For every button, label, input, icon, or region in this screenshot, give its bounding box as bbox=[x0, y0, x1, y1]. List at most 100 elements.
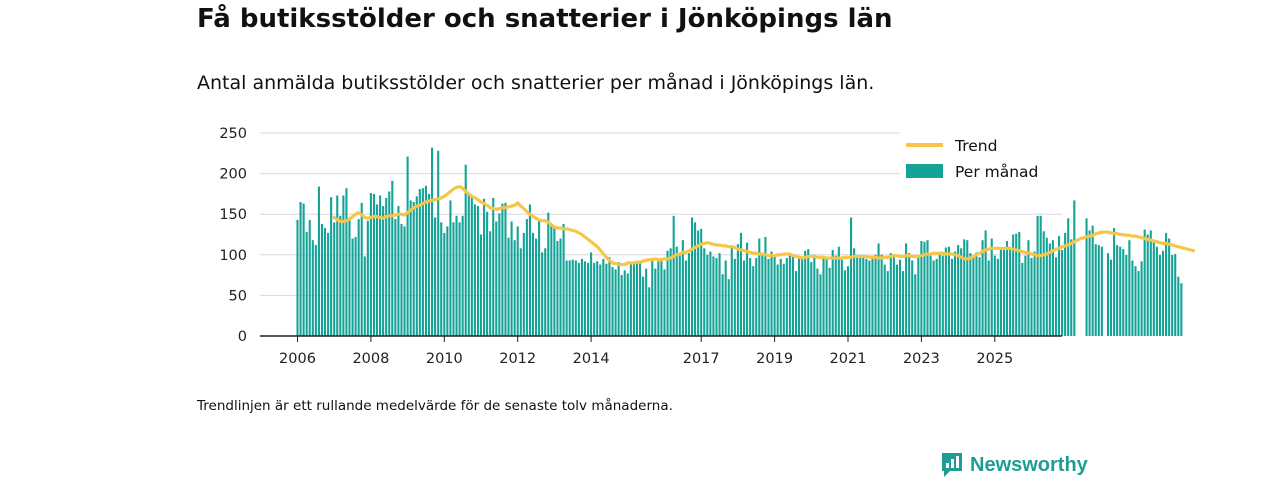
bar bbox=[476, 206, 479, 336]
bar bbox=[1143, 229, 1146, 336]
bar bbox=[596, 261, 599, 336]
bar bbox=[541, 252, 544, 336]
bar bbox=[1064, 232, 1067, 336]
bar bbox=[742, 260, 746, 336]
bar bbox=[397, 206, 400, 336]
bar bbox=[473, 204, 476, 336]
bar bbox=[905, 243, 908, 336]
bar bbox=[960, 248, 963, 336]
bar bbox=[883, 264, 886, 336]
bar bbox=[1155, 246, 1158, 336]
x-tick-label: 2019 bbox=[756, 351, 793, 367]
bar bbox=[963, 239, 966, 336]
bar bbox=[535, 238, 538, 336]
bar bbox=[333, 222, 336, 336]
bar bbox=[1024, 255, 1027, 336]
bar bbox=[1048, 243, 1051, 336]
bar bbox=[1085, 218, 1088, 336]
bar bbox=[690, 217, 694, 336]
bar bbox=[553, 226, 556, 336]
bar bbox=[559, 238, 562, 336]
bar bbox=[1131, 260, 1134, 336]
bar bbox=[984, 230, 987, 336]
bar bbox=[1018, 232, 1021, 336]
bar bbox=[538, 220, 541, 336]
bar bbox=[412, 202, 415, 336]
bar bbox=[1061, 249, 1064, 336]
bar bbox=[715, 258, 718, 336]
y-tick-label: 150 bbox=[219, 207, 247, 223]
bar bbox=[950, 258, 954, 336]
bar bbox=[455, 215, 458, 336]
bar bbox=[1174, 253, 1177, 336]
bar bbox=[375, 204, 379, 336]
bar bbox=[336, 195, 339, 336]
bar bbox=[675, 246, 678, 336]
bar bbox=[528, 204, 531, 336]
bar bbox=[296, 219, 299, 336]
bar bbox=[379, 195, 382, 336]
x-tick-label: 2014 bbox=[573, 351, 610, 367]
bar bbox=[1070, 239, 1073, 336]
bar bbox=[394, 219, 397, 336]
bar bbox=[819, 274, 822, 336]
bar bbox=[550, 225, 553, 336]
bar bbox=[1180, 283, 1183, 336]
bar bbox=[360, 202, 363, 336]
bar bbox=[892, 257, 895, 336]
bar bbox=[620, 275, 623, 336]
newsworthy-logo: Newsworthy bbox=[940, 450, 1088, 480]
bar bbox=[1137, 271, 1140, 336]
bar bbox=[366, 220, 369, 336]
bar bbox=[415, 196, 418, 336]
bar bbox=[721, 274, 724, 336]
bar bbox=[574, 260, 577, 336]
bar bbox=[749, 258, 752, 336]
bar bbox=[418, 189, 421, 336]
bar bbox=[1134, 266, 1137, 336]
bar bbox=[810, 262, 813, 336]
bar bbox=[856, 257, 859, 336]
bar bbox=[895, 264, 898, 336]
bar bbox=[697, 230, 700, 336]
bar bbox=[752, 266, 755, 336]
bar bbox=[489, 231, 492, 336]
bar bbox=[770, 251, 773, 336]
bar bbox=[403, 226, 406, 336]
bar bbox=[1088, 230, 1091, 336]
x-tick-label: 2023 bbox=[903, 351, 940, 367]
bar bbox=[889, 253, 892, 336]
axes: 0 50 100 150 200 250 2006 2008 2010 2012 2014 2017 2… bbox=[219, 126, 1062, 367]
x-tick-label: 2017 bbox=[683, 351, 720, 367]
bar bbox=[779, 258, 782, 336]
bar bbox=[519, 248, 522, 336]
chart-title: Få butiksstölder och snatterier i Jönköp… bbox=[197, 4, 893, 34]
bar bbox=[363, 256, 366, 336]
bar bbox=[1051, 240, 1054, 336]
y-tick-label: 0 bbox=[238, 329, 247, 345]
x-tick-label: 2006 bbox=[279, 351, 316, 367]
bar bbox=[669, 248, 672, 336]
bar bbox=[1177, 276, 1180, 336]
bar bbox=[972, 256, 975, 336]
bar bbox=[479, 234, 483, 336]
bar bbox=[1100, 246, 1103, 336]
bar bbox=[424, 185, 427, 336]
bar bbox=[1005, 241, 1009, 336]
bar bbox=[978, 257, 981, 336]
bar bbox=[1146, 234, 1149, 336]
y-tick-label: 50 bbox=[229, 288, 247, 304]
bar bbox=[807, 249, 810, 336]
bar bbox=[886, 271, 889, 336]
bar bbox=[510, 221, 513, 336]
bar bbox=[320, 223, 324, 336]
bar bbox=[446, 226, 449, 336]
bar bbox=[926, 240, 929, 336]
bar bbox=[599, 264, 602, 336]
bar bbox=[660, 258, 663, 336]
bar bbox=[911, 260, 914, 336]
bar bbox=[645, 268, 648, 336]
bar bbox=[776, 264, 779, 336]
bar bbox=[825, 258, 828, 336]
bar bbox=[736, 244, 739, 336]
